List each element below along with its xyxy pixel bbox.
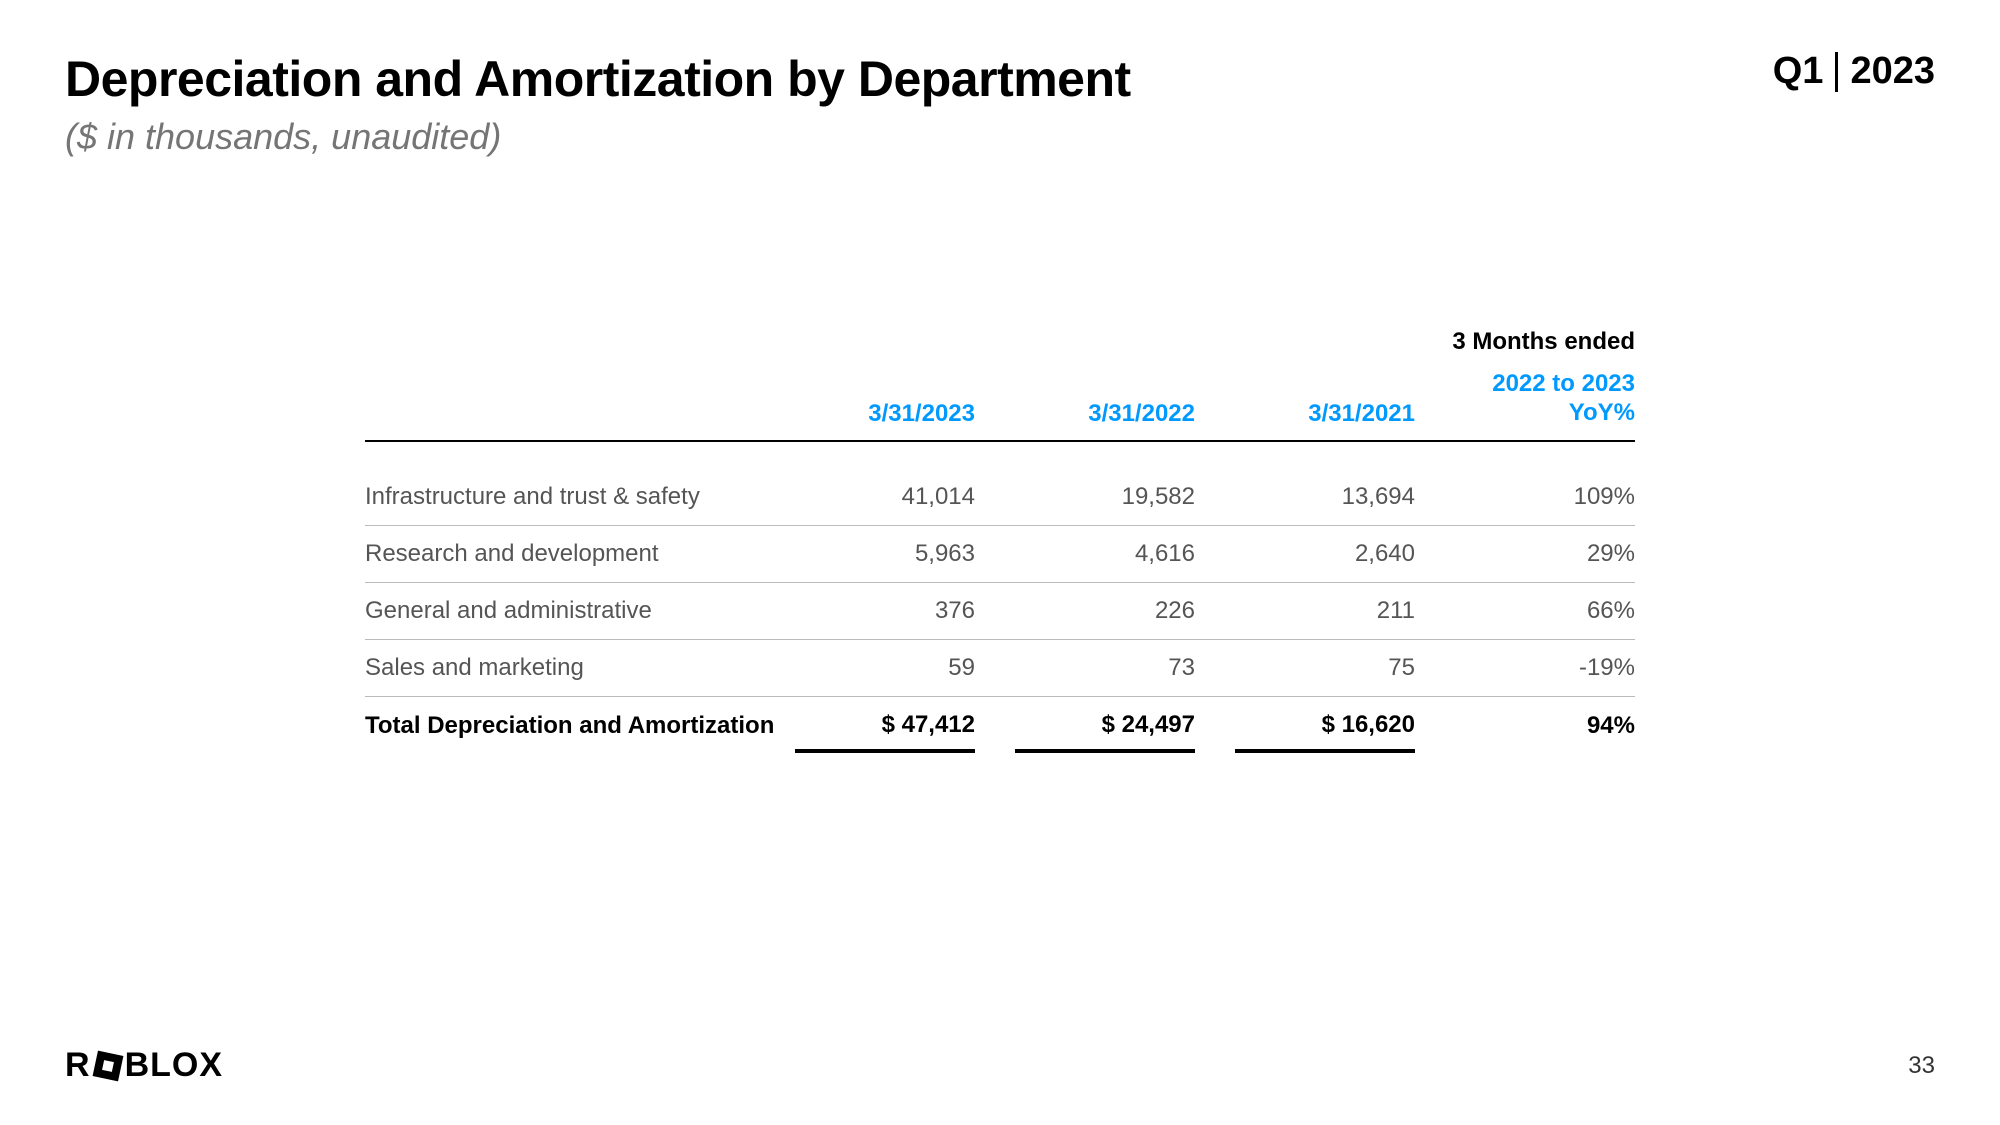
table-total-row: Total Depreciation and Amortization $ 47… [365, 696, 1635, 751]
col-head-0: 3/31/2023 [795, 364, 975, 441]
cell: 75 [1235, 639, 1415, 696]
slide: Depreciation and Amortization by Departm… [0, 0, 2000, 1125]
row-label: General and administrative [365, 582, 795, 639]
table-row: Infrastructure and trust & safety 41,014… [365, 469, 1635, 526]
page-title: Depreciation and Amortization by Departm… [65, 50, 1131, 108]
page-number: 33 [1908, 1052, 1935, 1080]
cell: 41,014 [795, 469, 975, 526]
table-row: Research and development 5,963 4,616 2,6… [365, 525, 1635, 582]
cell: 73 [1015, 639, 1195, 696]
header: Depreciation and Amortization by Departm… [65, 50, 1935, 158]
cell: -19% [1455, 639, 1635, 696]
table-row: General and administrative 376 226 211 6… [365, 582, 1635, 639]
cell: 66% [1455, 582, 1635, 639]
title-block: Depreciation and Amortization by Departm… [65, 50, 1131, 158]
cell: 376 [795, 582, 975, 639]
total-cell: $ 24,497 [1015, 696, 1195, 751]
cell: 19,582 [1015, 469, 1195, 526]
table-supertitle-row: 3 Months ended [365, 328, 1635, 364]
table-supertitle: 3 Months ended [795, 328, 1635, 364]
table-row: Sales and marketing 59 73 75 -19% [365, 639, 1635, 696]
col-head-3: 2022 to 2023 YoY% [1455, 364, 1635, 441]
col-head-3-text: 2022 to 2023 YoY% [1492, 370, 1635, 426]
total-cell: 94% [1455, 696, 1635, 751]
total-cell: $ 16,620 [1235, 696, 1415, 751]
period-divider [1835, 52, 1838, 92]
financial-table: 3 Months ended 3/31/2023 3/31/2022 3/31/… [365, 328, 1635, 753]
cell: 59 [795, 639, 975, 696]
logo-text-after: BLOX [125, 1046, 223, 1085]
logo-square-icon [92, 1050, 123, 1081]
col-head-1: 3/31/2022 [1015, 364, 1195, 441]
row-label: Research and development [365, 525, 795, 582]
total-label: Total Depreciation and Amortization [365, 696, 795, 751]
cell: 211 [1235, 582, 1415, 639]
table-container: 3 Months ended 3/31/2023 3/31/2022 3/31/… [65, 328, 1935, 753]
col-head-2: 3/31/2021 [1235, 364, 1415, 441]
page-subtitle: ($ in thousands, unaudited) [65, 116, 1131, 158]
cell: 109% [1455, 469, 1635, 526]
total-cell: $ 47,412 [795, 696, 975, 751]
cell: 5,963 [795, 525, 975, 582]
cell: 13,694 [1235, 469, 1415, 526]
footer: R BLOX 33 [65, 1046, 1935, 1085]
cell: 2,640 [1235, 525, 1415, 582]
period-quarter: Q1 [1773, 50, 1824, 93]
row-label: Sales and marketing [365, 639, 795, 696]
cell: 29% [1455, 525, 1635, 582]
period-tag: Q1 2023 [1773, 50, 1935, 93]
roblox-logo: R BLOX [65, 1046, 223, 1085]
cell: 4,616 [1015, 525, 1195, 582]
row-label: Infrastructure and trust & safety [365, 469, 795, 526]
logo-text-before: R [65, 1046, 91, 1085]
table-header-row: 3/31/2023 3/31/2022 3/31/2021 2022 to 20… [365, 364, 1635, 441]
cell: 226 [1015, 582, 1195, 639]
period-year: 2023 [1850, 50, 1935, 93]
